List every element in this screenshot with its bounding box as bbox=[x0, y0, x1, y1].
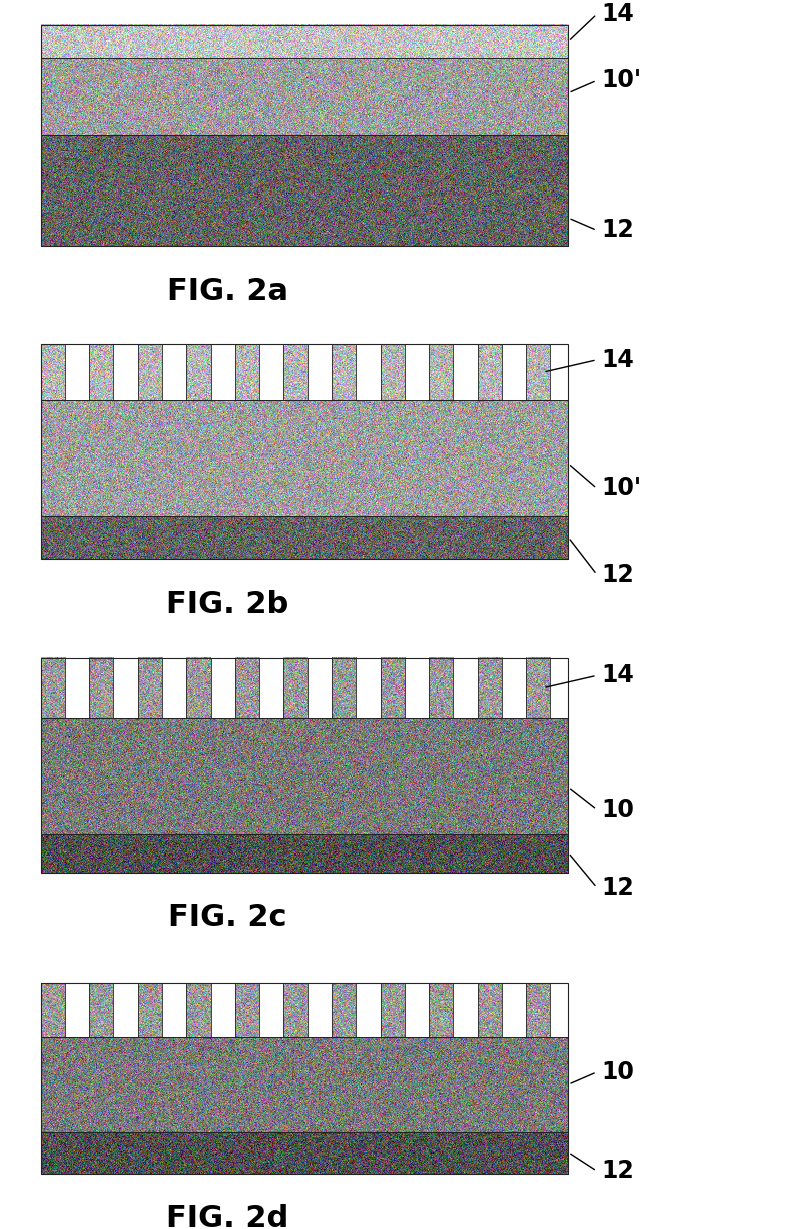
Bar bbox=[526, 983, 550, 1036]
Bar bbox=[380, 344, 404, 401]
Bar bbox=[428, 344, 453, 401]
Bar bbox=[138, 983, 161, 1036]
Bar bbox=[453, 983, 477, 1036]
Bar bbox=[477, 344, 501, 401]
Bar bbox=[550, 344, 568, 401]
Bar bbox=[307, 983, 332, 1036]
Bar bbox=[501, 983, 526, 1036]
Bar bbox=[210, 983, 234, 1036]
Bar bbox=[234, 658, 259, 718]
Bar bbox=[332, 658, 356, 718]
Text: FIG. 2b: FIG. 2b bbox=[166, 590, 288, 619]
Bar bbox=[404, 658, 428, 718]
Bar bbox=[41, 834, 568, 873]
Bar bbox=[89, 658, 114, 718]
Bar bbox=[41, 25, 568, 246]
Bar bbox=[283, 658, 307, 718]
Text: 14: 14 bbox=[600, 664, 633, 687]
Bar bbox=[259, 344, 283, 401]
Bar bbox=[380, 983, 404, 1036]
Text: 12: 12 bbox=[600, 1159, 633, 1184]
Bar bbox=[356, 983, 380, 1036]
Bar bbox=[210, 344, 234, 401]
Bar bbox=[477, 658, 501, 718]
Bar bbox=[428, 983, 453, 1036]
Bar bbox=[210, 658, 234, 718]
Bar bbox=[186, 344, 210, 401]
Bar bbox=[550, 658, 568, 718]
Bar bbox=[65, 344, 89, 401]
Bar bbox=[404, 344, 428, 401]
Bar bbox=[41, 401, 568, 516]
Bar bbox=[138, 344, 161, 401]
Bar bbox=[161, 983, 186, 1036]
Text: FIG. 2c: FIG. 2c bbox=[168, 903, 286, 933]
Bar bbox=[41, 983, 568, 1174]
Bar bbox=[259, 983, 283, 1036]
Text: 12: 12 bbox=[600, 219, 633, 242]
Bar bbox=[404, 983, 428, 1036]
Bar bbox=[41, 344, 568, 559]
Bar bbox=[501, 344, 526, 401]
Bar bbox=[41, 516, 568, 559]
Text: 14: 14 bbox=[600, 2, 633, 26]
Text: 10: 10 bbox=[600, 1059, 633, 1084]
Bar bbox=[161, 658, 186, 718]
Bar bbox=[161, 344, 186, 401]
Bar bbox=[41, 983, 65, 1036]
Bar bbox=[89, 983, 114, 1036]
Bar bbox=[380, 658, 404, 718]
Bar bbox=[41, 658, 568, 873]
Bar bbox=[453, 658, 477, 718]
Bar bbox=[526, 658, 550, 718]
Bar bbox=[41, 1036, 568, 1132]
Bar bbox=[65, 658, 89, 718]
Bar bbox=[41, 718, 568, 833]
Bar bbox=[186, 983, 210, 1036]
Bar bbox=[41, 25, 568, 58]
Text: FIG. 2a: FIG. 2a bbox=[166, 277, 288, 306]
Bar bbox=[259, 658, 283, 718]
Bar bbox=[65, 983, 89, 1036]
Bar bbox=[41, 1132, 568, 1174]
Bar bbox=[550, 983, 568, 1036]
Bar bbox=[307, 658, 332, 718]
Bar bbox=[186, 658, 210, 718]
Bar bbox=[428, 658, 453, 718]
Bar bbox=[501, 658, 526, 718]
Text: 10': 10' bbox=[600, 69, 640, 92]
Bar bbox=[114, 658, 138, 718]
Bar bbox=[234, 983, 259, 1036]
Bar bbox=[356, 658, 380, 718]
Bar bbox=[332, 344, 356, 401]
Bar bbox=[453, 344, 477, 401]
Text: FIG. 2d: FIG. 2d bbox=[166, 1204, 288, 1229]
Bar bbox=[332, 983, 356, 1036]
Bar bbox=[283, 983, 307, 1036]
Bar bbox=[114, 344, 138, 401]
Bar bbox=[283, 344, 307, 401]
Bar bbox=[526, 344, 550, 401]
Bar bbox=[356, 344, 380, 401]
Bar bbox=[138, 658, 161, 718]
Text: 14: 14 bbox=[600, 348, 633, 372]
Text: 12: 12 bbox=[600, 563, 633, 586]
Bar bbox=[234, 344, 259, 401]
Bar bbox=[307, 344, 332, 401]
Text: 12: 12 bbox=[600, 875, 633, 900]
Bar bbox=[114, 983, 138, 1036]
Bar bbox=[41, 344, 65, 401]
Bar bbox=[89, 344, 114, 401]
Text: 10': 10' bbox=[600, 477, 640, 500]
Bar bbox=[41, 135, 568, 246]
Text: 10: 10 bbox=[600, 798, 633, 821]
Bar bbox=[41, 58, 568, 135]
Bar bbox=[477, 983, 501, 1036]
Bar bbox=[41, 658, 65, 718]
